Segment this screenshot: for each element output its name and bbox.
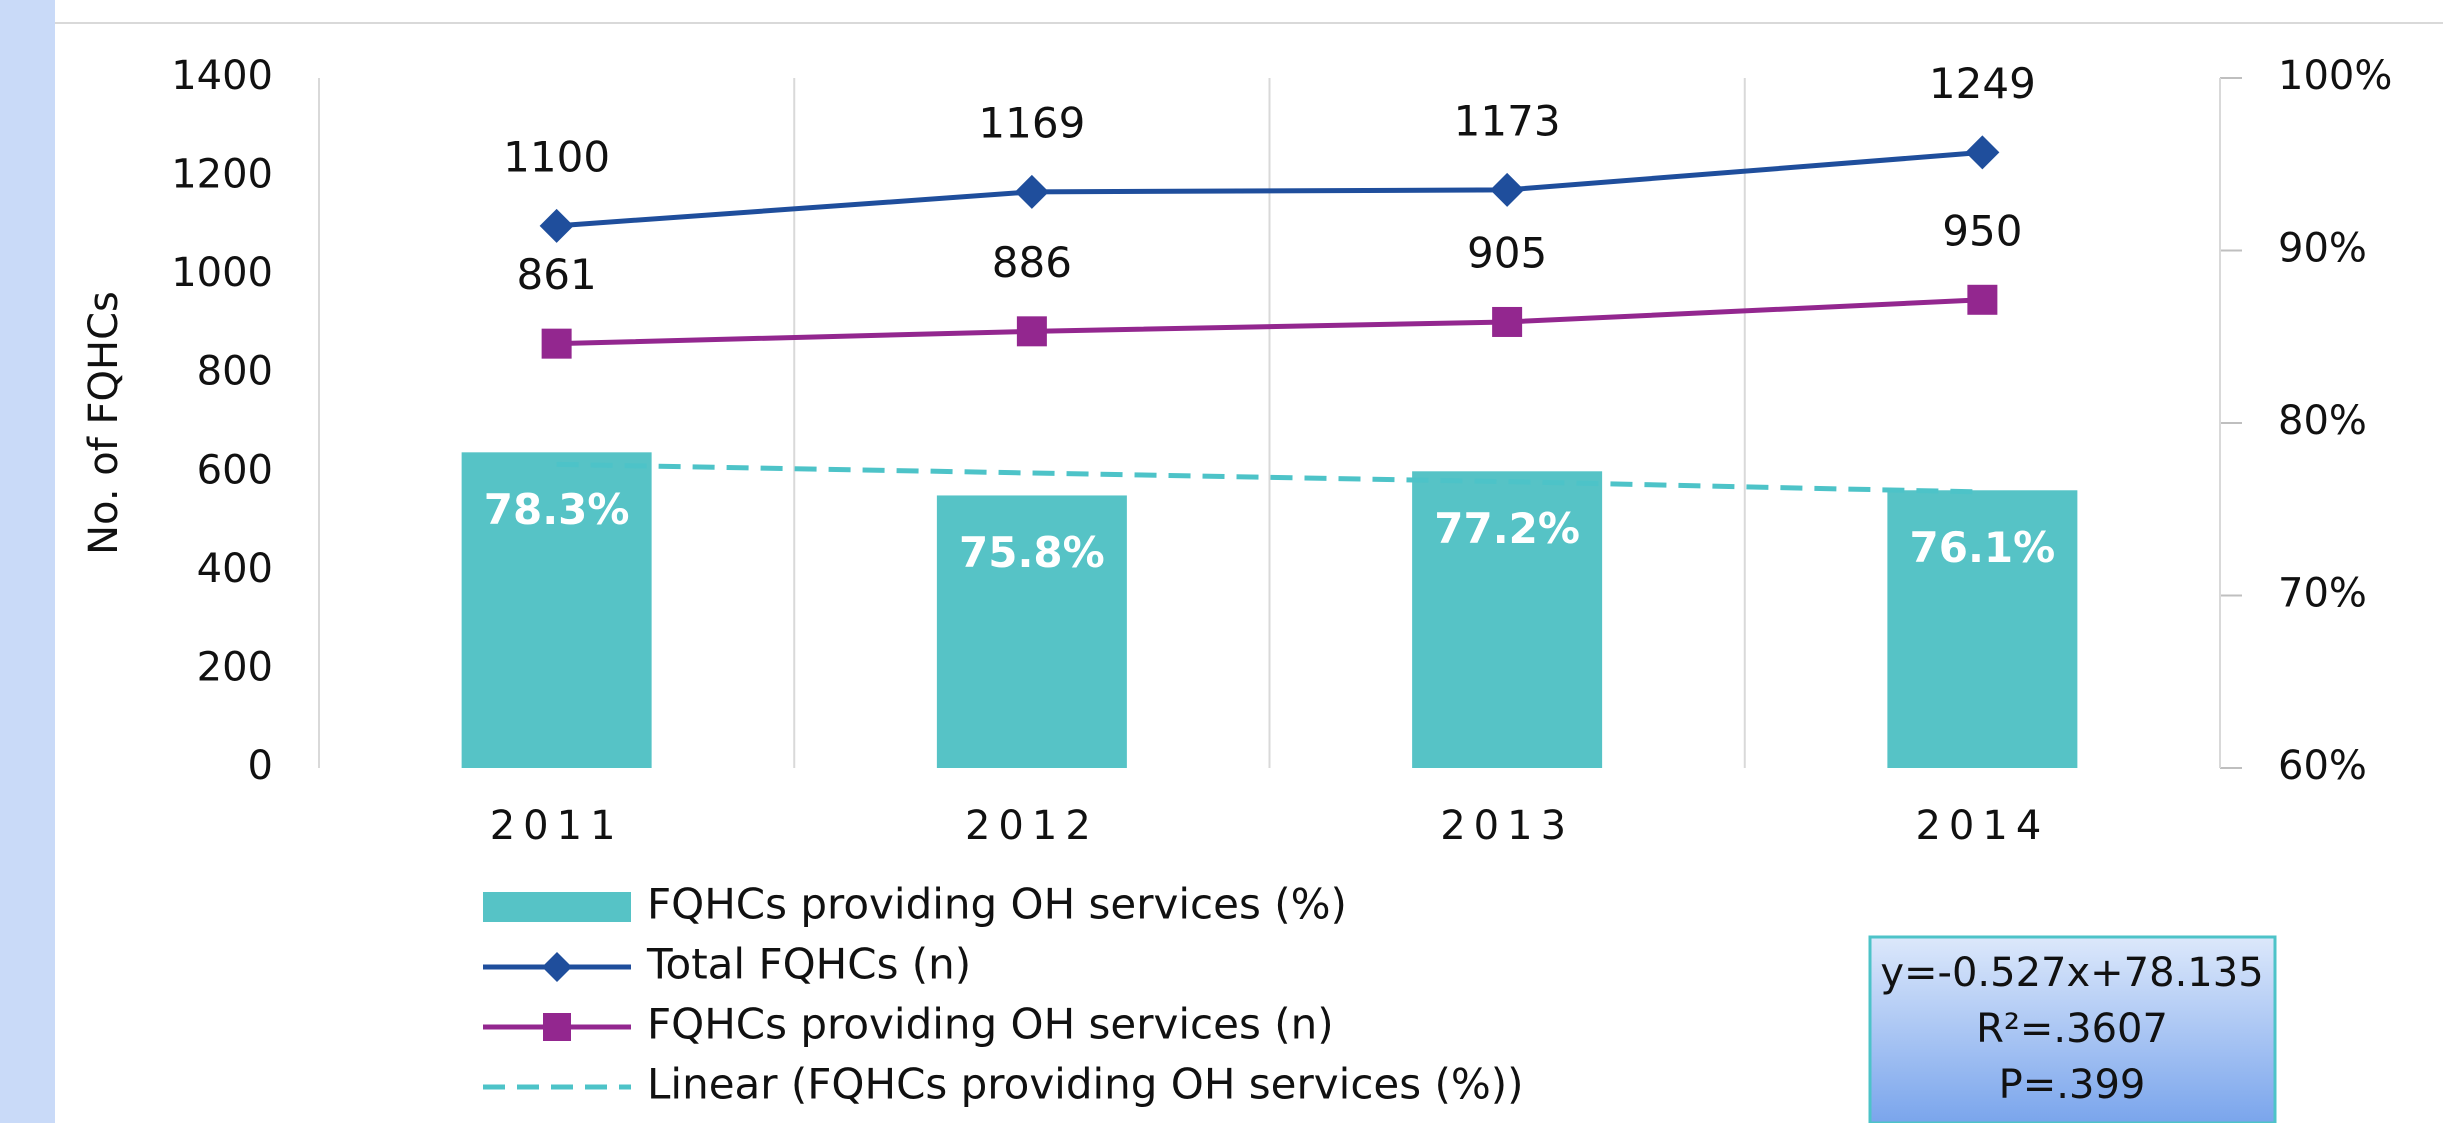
data-label: 1100 xyxy=(503,132,610,181)
bar-label: 77.2% xyxy=(1434,504,1580,553)
y2-tick-label: 90% xyxy=(2278,226,2367,272)
data-label: 1173 xyxy=(1454,96,1561,145)
annotation-box xyxy=(1868,935,2277,1123)
x-tick-label: 2011 xyxy=(490,803,624,849)
marker xyxy=(1016,316,1047,347)
y2-tick-label: 60% xyxy=(2278,743,2367,789)
bar xyxy=(1412,471,1603,768)
line xyxy=(556,149,1983,229)
y2-tick-label: 70% xyxy=(2278,571,2367,617)
marker xyxy=(1014,174,1049,209)
bar xyxy=(936,495,1127,768)
marker xyxy=(1967,284,1998,315)
data-label: 886 xyxy=(992,238,1072,287)
data-label: 1249 xyxy=(1929,59,2036,108)
annotation-text: R²=.3607 xyxy=(1976,1006,2168,1052)
bar-label: 78.3% xyxy=(484,485,630,534)
x-tick-label: 2012 xyxy=(965,803,1099,849)
y-tick-label: 1400 xyxy=(171,53,273,99)
marker xyxy=(1965,135,2000,170)
y-tick-label: 0 xyxy=(248,743,273,789)
bar xyxy=(1887,490,2078,768)
data-label: 950 xyxy=(1942,206,2022,255)
y2-tick-label: 80% xyxy=(2278,398,2367,444)
y-tick-label: 200 xyxy=(197,644,273,690)
legend-label: Total FQHCs (n) xyxy=(646,940,971,989)
line xyxy=(556,297,1983,347)
legend-marker xyxy=(542,952,572,982)
legend-swatch xyxy=(483,892,631,922)
marker xyxy=(539,208,574,243)
marker xyxy=(1492,306,1523,337)
legend-label: FQHCs providing OH services (%) xyxy=(647,880,1347,929)
marker xyxy=(541,328,572,359)
bar-label: 75.8% xyxy=(959,528,1105,577)
marker xyxy=(1490,172,1525,207)
x-tick-label: 2014 xyxy=(1915,803,2049,849)
legend-label: FQHCs providing OH services (n) xyxy=(647,1000,1334,1049)
bar xyxy=(461,452,652,768)
x-tick-label: 2013 xyxy=(1440,803,1574,849)
annotation-text: P=.399 xyxy=(1999,1062,2146,1108)
y-tick-label: 600 xyxy=(197,447,273,493)
side-strip xyxy=(0,0,55,1123)
legend-label: Linear (FQHCs providing OH services (%)) xyxy=(647,1060,1524,1109)
bar-label: 76.1% xyxy=(1910,523,2056,572)
y-axis-title: No. of FQHCs xyxy=(81,291,127,555)
y-tick-label: 400 xyxy=(197,546,273,592)
y-tick-label: 1200 xyxy=(171,152,273,198)
y-tick-label: 800 xyxy=(197,349,273,395)
annotation-text: y=-0.527x+78.135 xyxy=(1880,950,2263,996)
y2-tick-label: 100% xyxy=(2278,53,2392,99)
y-tick-label: 1000 xyxy=(171,250,273,296)
data-label: 861 xyxy=(517,250,597,299)
data-label: 905 xyxy=(1467,228,1547,277)
legend-marker xyxy=(543,1013,571,1041)
data-label: 1169 xyxy=(978,98,1085,147)
